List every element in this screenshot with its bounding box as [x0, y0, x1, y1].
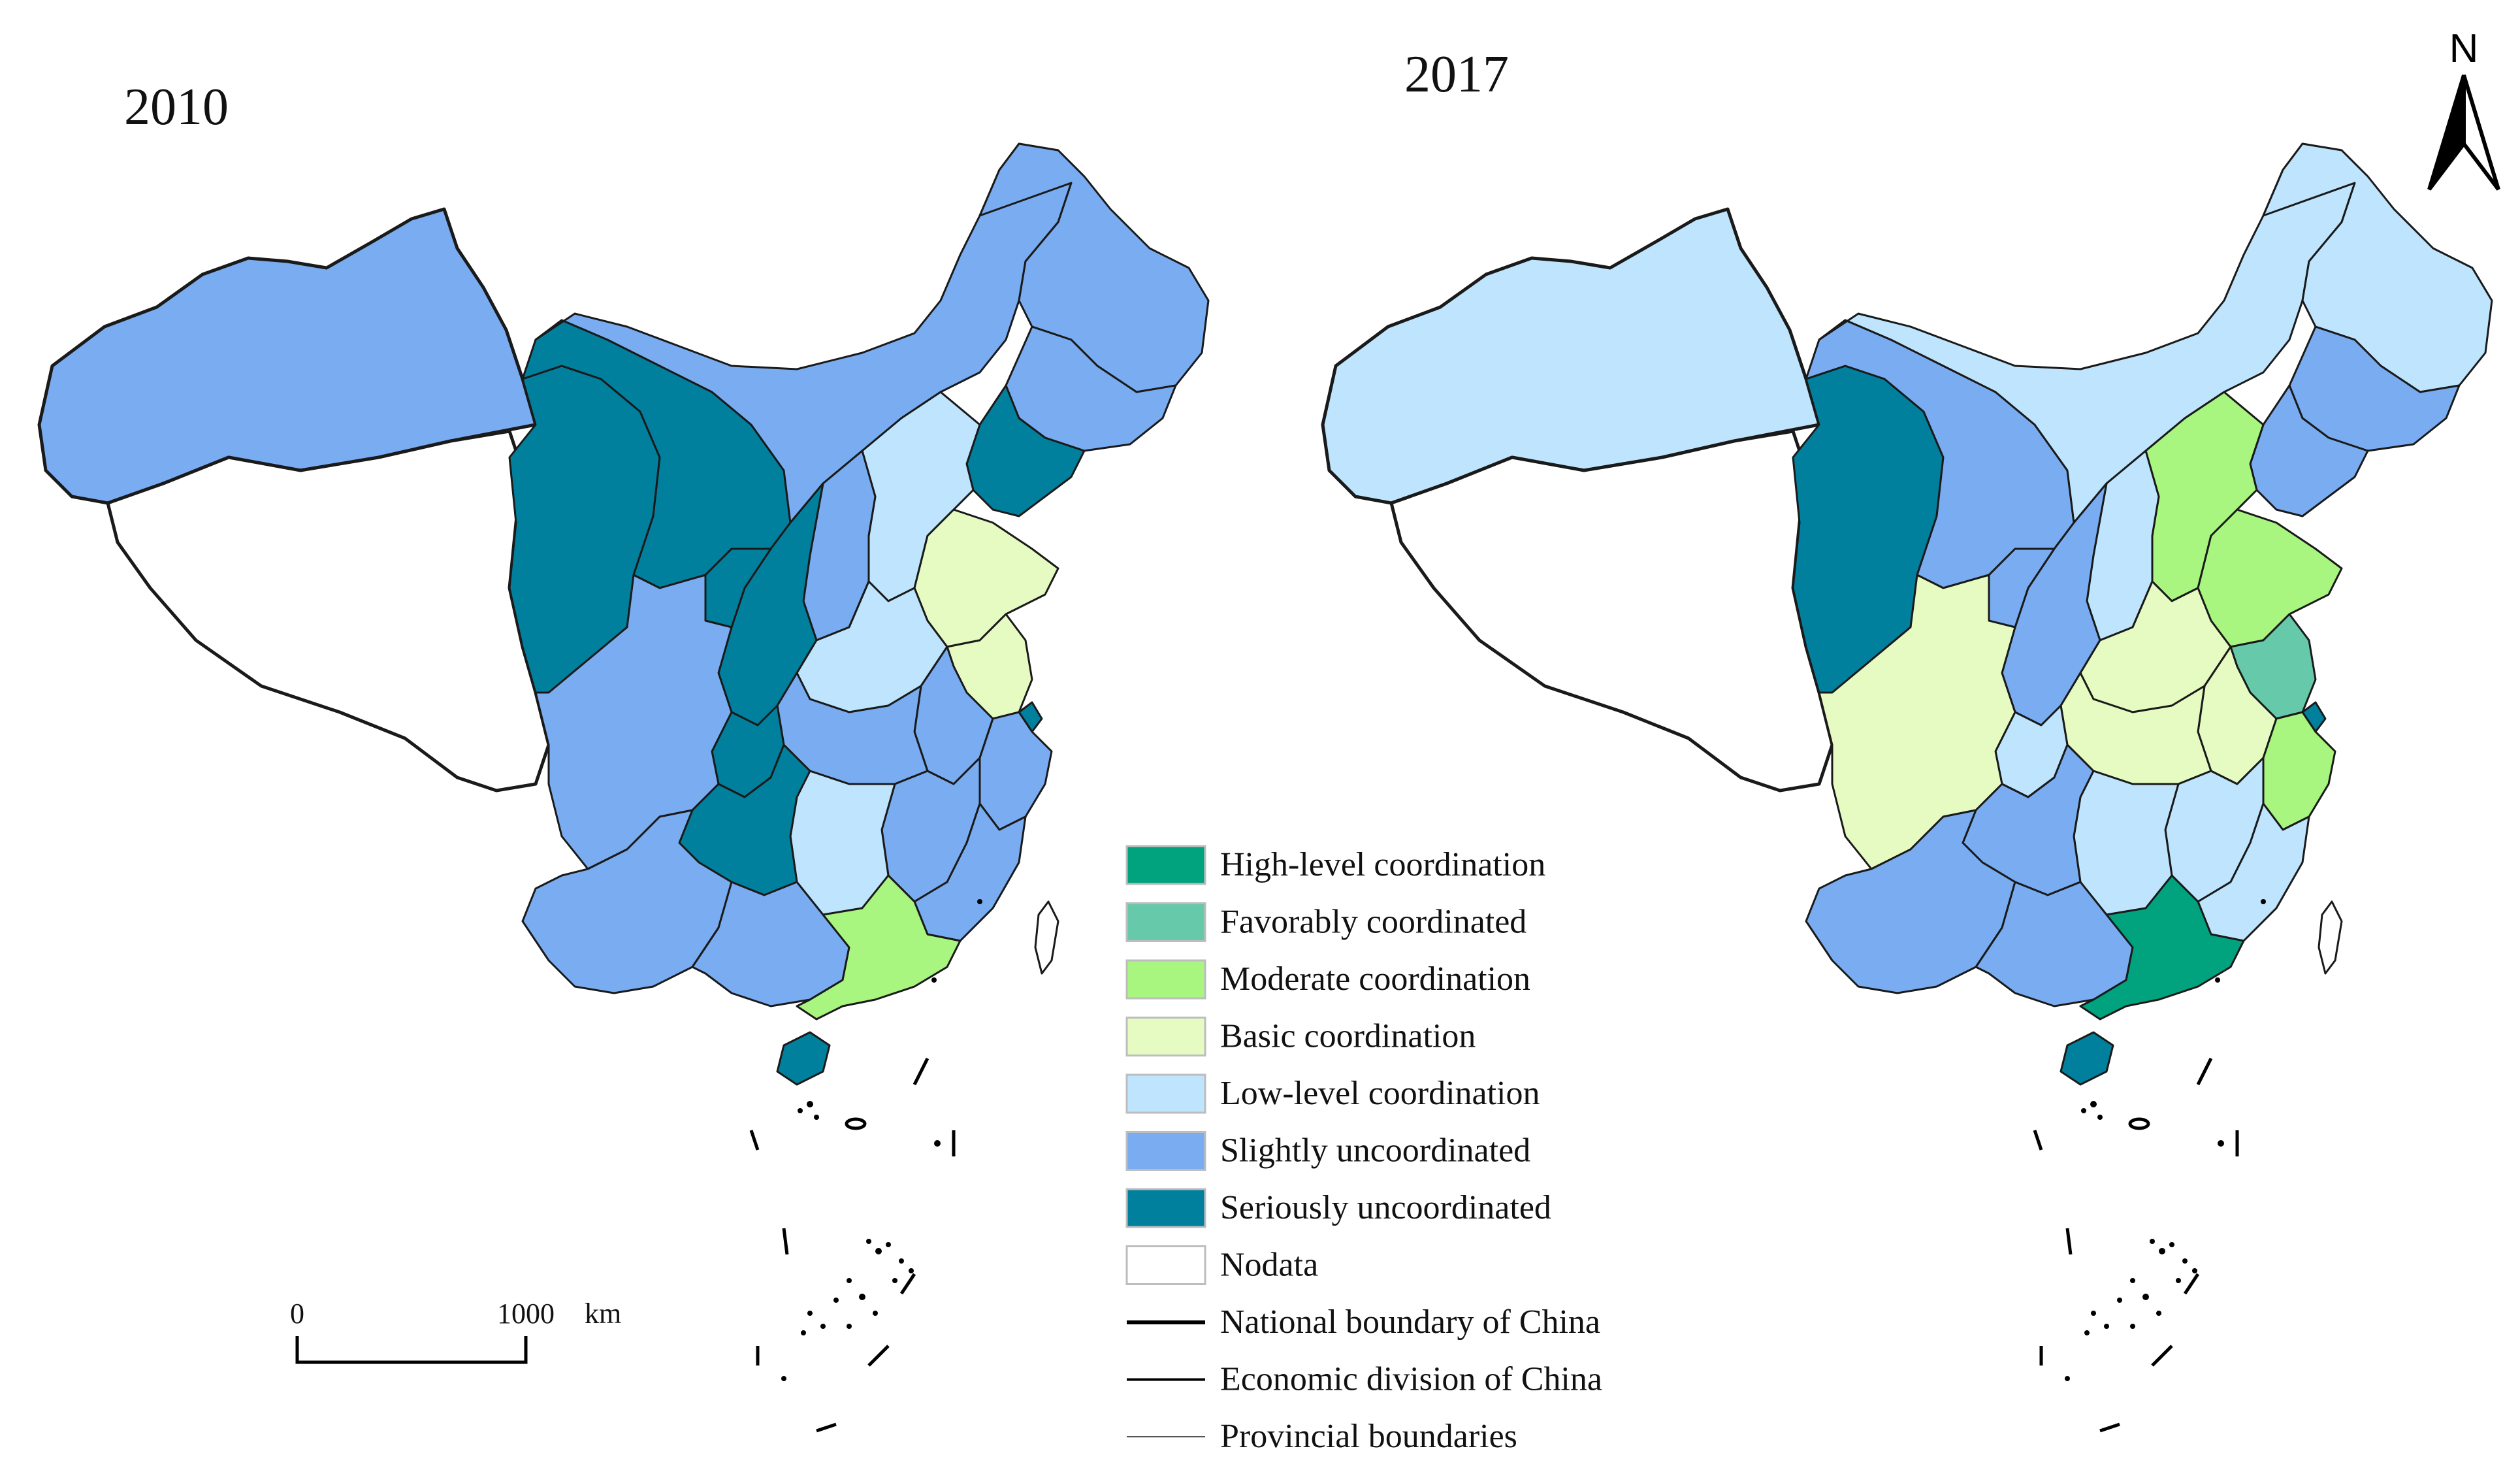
scale-end: 1000 [497, 1298, 555, 1330]
region-taiwan [2318, 900, 2343, 975]
legend-label-nodata: Nodata [1220, 1247, 1318, 1284]
region-guangdong [2079, 874, 2245, 1021]
map-2017 [1321, 142, 2493, 1433]
region-shandong [2197, 508, 2343, 648]
map-2010 [37, 142, 1210, 1433]
title-2010: 2010 [124, 78, 229, 136]
region-tibet [106, 429, 551, 793]
region-shandong [913, 508, 1059, 648]
region-hainan [776, 1031, 831, 1086]
region-sichuan [534, 574, 733, 870]
legend-swatch-seriously [1125, 1188, 1206, 1228]
legend-label-favorably: Favorably coordinated [1220, 904, 1527, 941]
legend-swatch-low [1125, 1073, 1206, 1114]
north-label: N [2449, 26, 2479, 71]
legend-swatch-nodata [1125, 1245, 1206, 1285]
legend-label-national-boundary: National boundary of China [1220, 1303, 1600, 1341]
legend-swatch-moderate [1125, 959, 1206, 1000]
north-arrow-left-icon [2427, 74, 2466, 191]
scale-unit: km [585, 1298, 621, 1330]
title-2017: 2017 [1404, 46, 1509, 103]
legend-swatch-basic [1125, 1017, 1206, 1056]
scale-bar-line-icon [295, 1336, 528, 1364]
region-heilongjiang [2262, 142, 2493, 393]
region-zhejiang [2262, 711, 2336, 831]
legend-swatch-high [1125, 845, 1206, 885]
legend-swatch-slightly [1125, 1131, 1206, 1171]
legend: High-level coordination Favorably coordin… [1125, 845, 1602, 1455]
island-markers [749, 899, 982, 1433]
region-heilongjiang [978, 142, 1210, 393]
legend-label-basic: Basic coordination [1220, 1018, 1476, 1055]
legend-label-moderate: Moderate coordination [1220, 960, 1530, 998]
region-tibet [1389, 429, 1834, 793]
scale-start: 0 [290, 1298, 304, 1330]
region-taiwan [1034, 900, 1059, 975]
legend-label-economic-division: Economic division of China [1220, 1361, 1602, 1398]
north-arrow: N [2427, 26, 2500, 191]
legend-label-seriously: Seriously uncoordinated [1220, 1189, 1551, 1226]
scale-bar: 0 1000 km [290, 1298, 621, 1364]
region-sichuan [1818, 574, 2016, 870]
north-arrow-right-icon [2462, 74, 2500, 191]
region-hainan [2060, 1031, 2114, 1086]
legend-swatch-favorably [1125, 902, 1206, 942]
legend-label-slightly: Slightly uncoordinated [1220, 1132, 1530, 1169]
legend-label-high: High-level coordination [1220, 846, 1545, 883]
region-guangdong [796, 874, 961, 1021]
legend-label-low: Low-level coordination [1220, 1075, 1540, 1112]
legend-label-provincial-boundaries: Provincial boundaries [1220, 1418, 1517, 1455]
region-zhejiang [978, 711, 1053, 831]
island-markers [2033, 899, 2266, 1433]
